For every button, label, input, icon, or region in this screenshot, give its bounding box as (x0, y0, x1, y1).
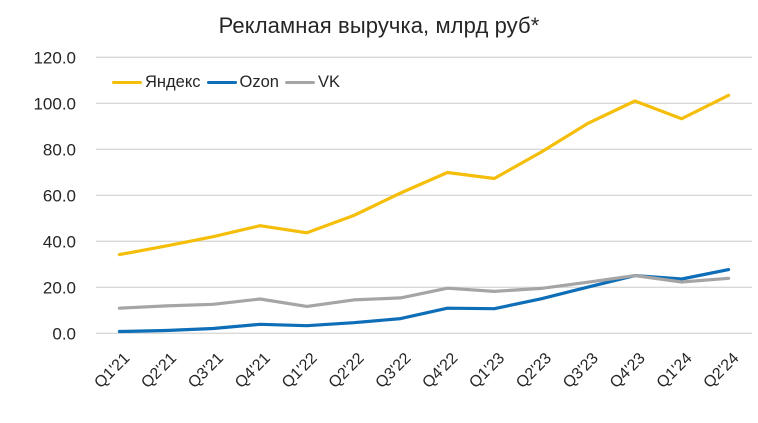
y-axis-labels: 0.0 20.0 40.0 60.0 80.0 100.0 120.0 (33, 48, 76, 343)
y-tick-label: 40.0 (43, 232, 76, 251)
x-tick-label: Q2'22 (326, 350, 368, 392)
legend-label-yandex: Яндекс (145, 72, 201, 91)
x-tick-label: Q3'21 (185, 350, 227, 392)
chart-title: Рекламная выручка, млрд руб* (218, 13, 540, 38)
x-tick-label: Q4'21 (232, 350, 274, 392)
y-tick-label: 20.0 (43, 278, 76, 297)
legend-swatch-yandex (112, 80, 142, 84)
legend-label-ozon: Ozon (239, 72, 279, 91)
y-tick-label: 100.0 (33, 94, 76, 113)
y-tick-label: 60.0 (43, 186, 76, 205)
x-tick-label: Q4'22 (419, 350, 461, 392)
series-line-vk (117, 274, 731, 310)
x-tick-label: Q3'22 (373, 350, 415, 392)
y-tick-label: 120.0 (33, 48, 76, 67)
legend-item-ozon: Ozon (206, 72, 279, 92)
x-tick-label: Q1'21 (91, 350, 133, 392)
x-tick-label: Q3'23 (560, 350, 602, 392)
legend-swatch-ozon (206, 80, 237, 84)
series-line-ozon (117, 268, 731, 334)
x-tick-label: Q1'23 (466, 350, 508, 392)
x-axis-labels: Q1'21 Q2'21 Q3'21 Q4'21 Q1'22 Q2'22 Q3'22 Q4'22… (91, 350, 742, 392)
x-tick-label: Q4'23 (607, 350, 649, 392)
series-line-яндекс (117, 93, 731, 257)
x-tick-label: Q2'23 (513, 350, 555, 392)
legend-item-yandex: Яндекс (112, 73, 201, 92)
legend-swatch-vk (284, 80, 315, 84)
x-tick-label: Q1'24 (654, 350, 696, 392)
y-tick-label: 80.0 (43, 140, 76, 159)
x-tick-label: Q2'24 (701, 350, 743, 392)
y-tick-label: 0.0 (52, 324, 76, 343)
x-tick-label: Q2'21 (138, 350, 180, 392)
legend-item-vk: VK (284, 72, 340, 92)
legend: Яндекс Ozon VK (112, 72, 346, 92)
legend-label-vk: VK (317, 72, 340, 91)
series-lines (117, 93, 731, 334)
x-tick-label: Q1'22 (279, 350, 321, 392)
